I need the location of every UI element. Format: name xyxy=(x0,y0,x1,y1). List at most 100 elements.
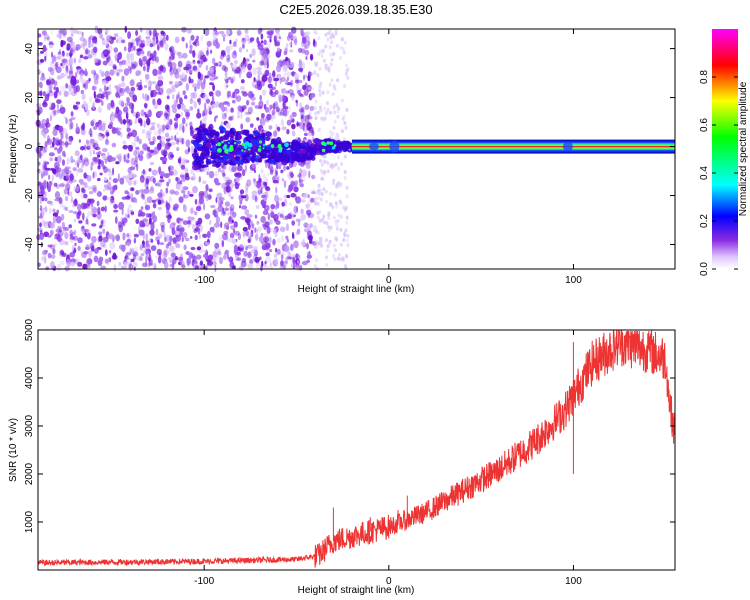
noise-dot xyxy=(39,229,43,235)
noise-dot xyxy=(268,125,273,130)
noise-dot xyxy=(233,60,238,65)
noise-dot xyxy=(115,92,119,98)
noise-dot xyxy=(228,216,232,223)
noise-dot xyxy=(337,106,341,111)
colorbar-label: Normalized spectral amplitude xyxy=(738,81,749,216)
noise-dot xyxy=(345,107,349,112)
noise-dot xyxy=(138,119,143,124)
noise-dot xyxy=(133,150,138,157)
noise-dot xyxy=(79,154,83,161)
signal-dot xyxy=(236,156,241,161)
noise-dot xyxy=(214,62,219,67)
noise-dot xyxy=(56,209,59,214)
noise-dot xyxy=(207,108,210,112)
noise-dot xyxy=(318,84,322,89)
noise-dot xyxy=(47,66,53,72)
noise-dot xyxy=(288,202,293,206)
noise-dot xyxy=(96,200,100,207)
noise-dot xyxy=(94,58,99,63)
noise-dot xyxy=(146,95,150,101)
noise-dot xyxy=(309,56,314,60)
noise-dot xyxy=(314,31,318,35)
noise-dot xyxy=(113,209,119,213)
noise-dot xyxy=(320,162,324,167)
noise-dot xyxy=(138,138,142,145)
noise-dot xyxy=(281,235,285,242)
noise-dot xyxy=(203,78,206,85)
noise-dot xyxy=(120,81,126,88)
noise-dot xyxy=(206,40,212,47)
noise-dot xyxy=(232,265,236,270)
noise-dot xyxy=(280,254,284,260)
noise-dot xyxy=(102,195,108,201)
noise-dot xyxy=(273,213,279,222)
noise-dot xyxy=(262,51,268,59)
noise-dot xyxy=(97,151,102,155)
noise-dot xyxy=(143,120,147,128)
noise-dot xyxy=(174,190,180,196)
noise-dot xyxy=(326,101,329,106)
noise-dot xyxy=(78,139,81,143)
noise-dot xyxy=(125,118,131,124)
noise-dot xyxy=(345,238,349,243)
noise-dot xyxy=(50,201,54,207)
noise-dot xyxy=(124,190,129,195)
signal-dot xyxy=(260,148,266,153)
noise-dot xyxy=(278,165,281,170)
noise-dot xyxy=(133,237,137,244)
noise-dot xyxy=(332,215,336,220)
signal-dot xyxy=(313,149,318,156)
noise-dot xyxy=(102,49,108,55)
noise-dot xyxy=(344,264,347,269)
noise-dot xyxy=(276,212,282,217)
noise-dot xyxy=(180,260,185,267)
signal-bump xyxy=(369,142,379,151)
noise-dot xyxy=(136,163,139,172)
noise-dot xyxy=(83,185,88,188)
noise-dot xyxy=(189,78,194,84)
noise-dot xyxy=(120,88,126,94)
noise-dot xyxy=(269,104,273,110)
noise-dot xyxy=(254,233,259,241)
noise-dot xyxy=(166,243,169,249)
noise-dot xyxy=(268,236,272,244)
noise-dot xyxy=(265,177,269,184)
noise-dot xyxy=(81,31,84,37)
noise-dot xyxy=(49,78,56,85)
noise-dot xyxy=(127,214,130,219)
noise-dot xyxy=(329,40,333,45)
noise-dot xyxy=(44,122,51,128)
noise-dot xyxy=(346,233,350,238)
noise-dot xyxy=(146,117,151,126)
noise-dot xyxy=(180,138,184,144)
noise-dot xyxy=(334,248,337,253)
noise-dot xyxy=(105,95,108,100)
noise-dot xyxy=(232,91,236,99)
noise-dot xyxy=(189,100,196,104)
noise-dot xyxy=(188,252,194,259)
noise-dot xyxy=(138,209,143,217)
noise-dot xyxy=(337,213,341,218)
noise-dot xyxy=(52,168,57,174)
noise-dot xyxy=(261,74,268,82)
noise-dot xyxy=(54,157,58,162)
noise-dot xyxy=(39,207,46,212)
y-tick-label: 1000 xyxy=(24,510,35,533)
signal-dot xyxy=(262,147,265,150)
noise-dot xyxy=(245,111,251,115)
signal-dot xyxy=(293,142,300,148)
noise-dot xyxy=(289,162,292,168)
noise-dot xyxy=(292,257,296,264)
noise-dot xyxy=(96,73,100,81)
noise-dot xyxy=(272,70,276,79)
signal-dot xyxy=(193,159,200,163)
noise-dot xyxy=(287,213,292,220)
noise-dot xyxy=(161,125,165,134)
noise-dot xyxy=(321,90,325,95)
noise-dot xyxy=(49,230,53,237)
noise-dot xyxy=(257,125,261,130)
noise-dot xyxy=(86,140,92,149)
noise-dot xyxy=(318,88,322,93)
noise-dot xyxy=(294,193,298,201)
noise-dot xyxy=(91,245,95,252)
